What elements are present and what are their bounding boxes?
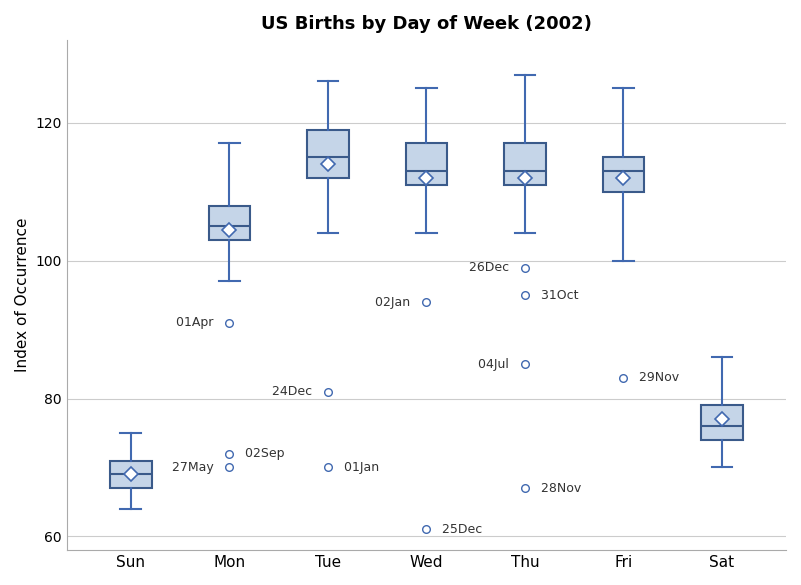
Text: 01Apr: 01Apr	[176, 316, 218, 329]
Text: 25Dec: 25Dec	[438, 523, 482, 536]
PathPatch shape	[308, 130, 348, 178]
Text: 26Dec: 26Dec	[469, 261, 513, 274]
PathPatch shape	[405, 143, 447, 185]
Text: 28Nov: 28Nov	[537, 481, 581, 494]
Title: US Births by Day of Week (2002): US Births by Day of Week (2002)	[261, 15, 592, 33]
PathPatch shape	[602, 157, 644, 192]
PathPatch shape	[701, 405, 743, 440]
Text: 29Nov: 29Nov	[635, 371, 679, 384]
Text: 02Sep: 02Sep	[241, 447, 284, 460]
Text: 31Oct: 31Oct	[537, 288, 578, 302]
PathPatch shape	[504, 143, 545, 185]
Text: 02Jan: 02Jan	[376, 295, 415, 308]
Text: 24Dec: 24Dec	[272, 385, 316, 398]
Y-axis label: Index of Occurrence: Index of Occurrence	[15, 218, 30, 373]
Text: 27May: 27May	[171, 461, 218, 474]
Text: 01Jan: 01Jan	[340, 461, 379, 474]
Text: 04Jul: 04Jul	[478, 357, 513, 370]
PathPatch shape	[209, 205, 250, 240]
PathPatch shape	[111, 460, 151, 488]
